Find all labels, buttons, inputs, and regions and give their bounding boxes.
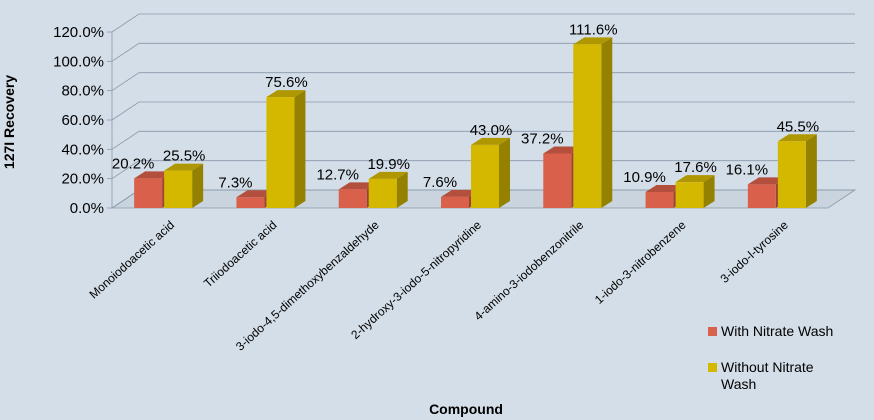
- bar-without-nitrate-wash: [777, 134, 817, 208]
- data-label: 45.5%: [777, 118, 820, 135]
- bar-without-nitrate-wash: [164, 163, 204, 208]
- gridline: [111, 72, 855, 91]
- bar-with-nitrate-wash: [645, 185, 685, 208]
- legend: With Nitrate Wash Without Nitrate Wash: [708, 323, 833, 392]
- legend-swatch: [708, 363, 717, 372]
- x-axis-title: Compound: [429, 401, 503, 417]
- data-label: 37.2%: [521, 130, 564, 147]
- data-label: 19.9%: [367, 156, 410, 173]
- data-label: 25.5%: [163, 148, 206, 165]
- x-category-label: 4-amino-3-iodobenzonitrile: [471, 218, 586, 324]
- bar-without-nitrate-wash: [675, 175, 715, 208]
- data-label: 111.6%: [569, 21, 618, 38]
- data-labels: 20.2% 25.5% 7.3% 75.6% 12.7% 19.9% 7.6% 43.0% 37…: [112, 21, 819, 191]
- data-label: 20.2%: [112, 155, 155, 172]
- legend-label: With Nitrate Wash: [721, 323, 833, 339]
- y-tick-label: 100.0%: [53, 53, 104, 70]
- data-label: 75.6%: [265, 74, 308, 91]
- data-label: 7.3%: [218, 174, 252, 191]
- legend-swatch: [708, 327, 717, 336]
- bars: [134, 37, 817, 208]
- legend-label: Without Nitrate Wash: [721, 359, 814, 392]
- y-tick-label: 60.0%: [61, 112, 104, 129]
- data-label: 43.0%: [470, 122, 513, 139]
- gridline: [111, 101, 855, 121]
- y-tick-label: 120.0%: [53, 24, 104, 41]
- legend-item-with-nitrate-wash: With Nitrate Wash: [708, 323, 833, 339]
- gridline: [111, 42, 855, 62]
- y-tick-label: 40.0%: [61, 141, 104, 158]
- data-label: 7.6%: [423, 174, 457, 191]
- data-label: 16.1%: [726, 161, 769, 178]
- gridline: [111, 13, 855, 33]
- bar-without-nitrate-wash: [266, 90, 306, 208]
- bar-without-nitrate-wash: [368, 171, 408, 208]
- bar-without-nitrate-wash: [573, 37, 613, 208]
- x-category-label: 1-iodo-3-nitrobenzene: [592, 218, 689, 307]
- x-category-label: Triiodoacetic acid: [201, 218, 279, 291]
- data-label: 17.6%: [674, 159, 717, 176]
- y-tick-label: 0.0%: [70, 200, 104, 217]
- y-tick-label: 20.0%: [61, 171, 104, 188]
- x-axis-categories: Monoiodoacetic acid Triiodoacetic acid 3-i…: [86, 218, 791, 354]
- bar-without-nitrate-wash: [471, 137, 510, 208]
- gridlines: [111, 13, 855, 209]
- data-label: 12.7%: [316, 166, 359, 183]
- x-category-label: 3-iodo-l-tyrosine: [718, 218, 792, 286]
- y-axis-ticks: 0.0% 20.0% 40.0% 60.0% 80.0% 100.0% 120.0%: [53, 24, 112, 217]
- x-category-label: Monoiodoacetic acid: [86, 218, 177, 302]
- y-axis-title: 127I Recovery: [1, 75, 17, 169]
- data-label: 10.9%: [623, 169, 666, 186]
- legend-item-without-nitrate-wash: Without Nitrate Wash: [708, 359, 814, 392]
- y-tick-label: 80.0%: [61, 83, 104, 100]
- gridline: [111, 160, 855, 179]
- gridline: [111, 130, 855, 150]
